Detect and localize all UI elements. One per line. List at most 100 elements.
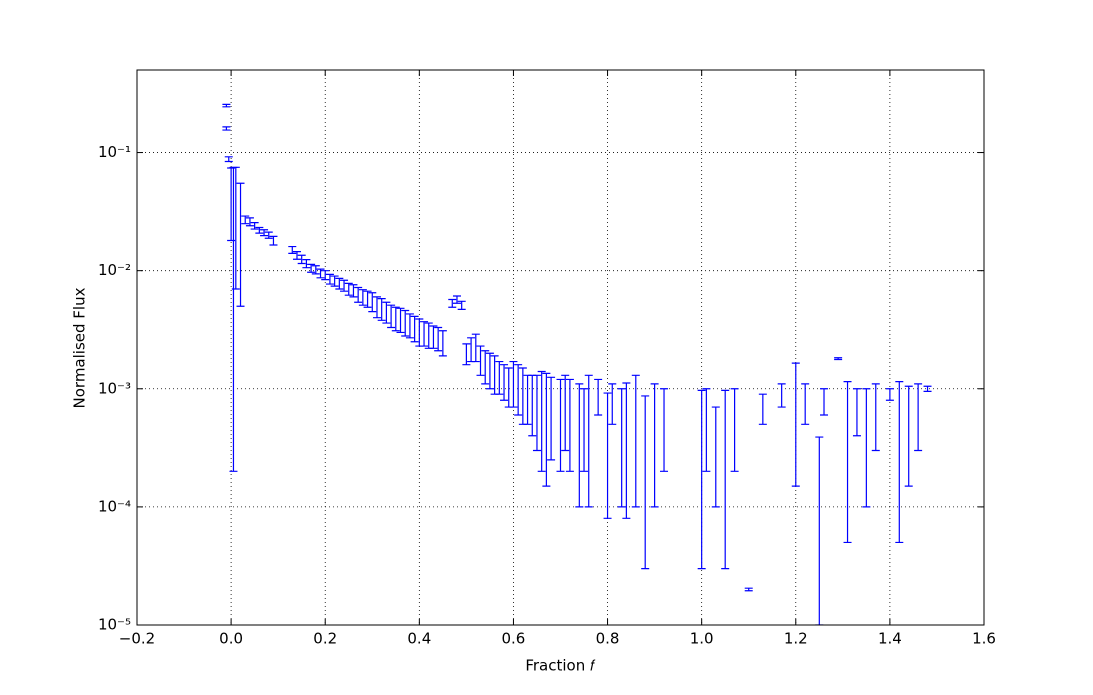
error-bar	[471, 333, 480, 363]
error-bar	[462, 343, 471, 366]
error-bar	[358, 289, 367, 306]
error-bar	[297, 254, 306, 265]
error-bar	[340, 279, 349, 292]
data-layer	[222, 103, 932, 625]
error-bar	[231, 166, 240, 290]
error-bar	[537, 370, 546, 472]
x-tick-label: 0.6	[502, 630, 526, 648]
error-bar	[641, 395, 650, 570]
error-bar	[311, 265, 320, 275]
error-bar	[923, 385, 932, 393]
error-bar	[509, 360, 518, 408]
error-bar	[396, 307, 405, 334]
error-bar	[245, 217, 254, 227]
error-bar	[758, 393, 767, 425]
x-axis-label: Fraction 𝑓	[525, 657, 596, 675]
error-bar	[885, 388, 894, 401]
y-tick-label: 10⁻³	[98, 379, 131, 397]
error-bar	[561, 374, 570, 452]
error-bar	[556, 378, 565, 472]
error-bar	[377, 298, 386, 321]
ticks: −0.2 0.0 0.2 0.4 0.6 0.8 1.0 1.2 1.4 1.6 10⁻⁵ 10⁻⁴ 1…	[98, 70, 996, 648]
plot-frame	[136, 69, 985, 626]
error-bar	[914, 383, 923, 452]
x-tick-label: 1.4	[878, 630, 902, 648]
error-bar	[330, 275, 339, 287]
error-bar	[434, 326, 443, 352]
error-bar	[791, 362, 800, 487]
error-bar	[269, 235, 278, 246]
error-bar	[325, 273, 334, 285]
error-bar	[222, 103, 231, 108]
error-bar	[222, 126, 231, 131]
error-bar	[250, 222, 259, 230]
error-bar	[650, 383, 659, 508]
error-bar	[815, 436, 824, 625]
y-tick-label: 10⁻⁵	[98, 616, 131, 634]
y-tick-label: 10⁻⁴	[98, 497, 131, 515]
y-axis-label: Normalised Flux	[71, 287, 89, 408]
error-bar	[580, 388, 589, 472]
error-bar	[721, 389, 730, 570]
error-bar	[335, 277, 344, 290]
y-tick-label: 10⁻²	[98, 261, 131, 279]
x-tick-label: 1.2	[784, 630, 808, 648]
error-bar	[547, 376, 556, 461]
x-tick-label: 0.0	[219, 630, 243, 648]
error-bar	[660, 388, 669, 472]
x-tick-label: 0.4	[407, 630, 431, 648]
error-bar	[895, 381, 904, 544]
error-bar	[631, 374, 640, 508]
x-tick-label: 0.8	[596, 630, 620, 648]
error-bar	[288, 245, 297, 255]
error-bar	[401, 309, 410, 337]
error-bar	[820, 388, 829, 416]
error-bar	[481, 350, 490, 385]
error-bar	[575, 383, 584, 508]
error-bar	[801, 383, 810, 425]
error-bar	[354, 286, 363, 303]
error-bar	[344, 282, 353, 296]
error-bar	[730, 388, 739, 472]
error-bar	[702, 388, 711, 472]
error-bar	[260, 229, 269, 237]
error-bar	[608, 383, 617, 425]
error-bar	[224, 156, 233, 163]
error-bar	[292, 251, 301, 260]
error-bar	[594, 378, 603, 416]
y-tick-label: 10⁻¹	[98, 143, 131, 161]
error-bar	[321, 270, 330, 281]
error-bar	[871, 383, 880, 452]
error-bar	[410, 315, 419, 343]
error-bar	[500, 364, 509, 401]
plot-area	[137, 70, 984, 625]
error-bar	[711, 406, 720, 508]
error-bar	[617, 388, 626, 508]
x-tick-label: 0.2	[313, 630, 337, 648]
error-bar	[302, 259, 311, 269]
error-bar	[391, 306, 400, 332]
error-bar	[744, 587, 753, 592]
error-bar	[307, 263, 316, 273]
error-bar	[843, 381, 852, 544]
error-bar	[405, 313, 414, 339]
error-bar	[264, 231, 273, 239]
error-bar	[368, 292, 377, 313]
error-bar	[236, 182, 245, 307]
error-bar	[485, 352, 494, 390]
error-bar	[584, 374, 593, 508]
error-bar	[834, 357, 843, 361]
error-bar	[363, 290, 372, 308]
x-tick-label: −0.2	[119, 630, 155, 648]
error-bar	[495, 360, 504, 395]
error-bar	[387, 304, 396, 329]
error-bar	[382, 301, 391, 324]
error-bar	[448, 298, 457, 308]
error-bar	[697, 389, 706, 570]
error-bar	[241, 215, 250, 225]
error-bar	[438, 330, 447, 357]
error-bar	[532, 374, 541, 452]
error-bar	[777, 383, 786, 408]
error-bar	[603, 392, 612, 519]
